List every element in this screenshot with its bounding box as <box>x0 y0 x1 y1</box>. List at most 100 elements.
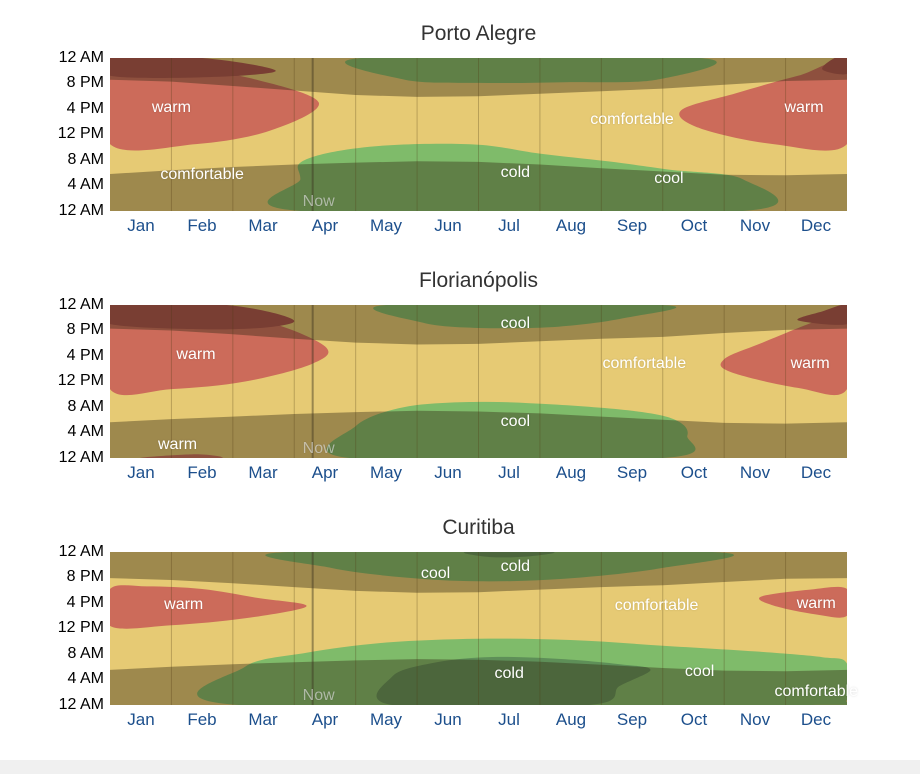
cold-zone <box>376 656 651 705</box>
x-tick-label: Feb <box>187 463 217 482</box>
footer-bar <box>0 760 920 774</box>
x-tick-label: Sep <box>616 216 648 235</box>
heatmap-svg <box>110 552 847 705</box>
y-tick-label: 4 PM <box>66 347 104 364</box>
night-shade-evening <box>110 552 847 593</box>
x-tick-label: Nov <box>739 216 771 235</box>
y-tick-label: 4 AM <box>67 176 104 193</box>
region-label-cool: cool <box>500 413 531 431</box>
x-tick-label: Apr <box>311 710 339 729</box>
x-tick-label: Jan <box>127 710 155 729</box>
y-tick-label: 12 PM <box>57 619 104 636</box>
now-marker-label: Now <box>302 440 335 458</box>
x-tick-label: Mar <box>248 216 278 235</box>
cool-zone <box>265 552 734 582</box>
heatmap-svg <box>110 58 847 211</box>
x-tick-label: Jun <box>434 216 462 235</box>
region-label-warm: warm <box>796 594 836 612</box>
chart-title: Florianópolis <box>418 269 539 292</box>
region-label-cold: cold <box>494 665 524 683</box>
y-tick-label: 12 AM <box>58 49 104 66</box>
region-label-warm: warm <box>790 354 830 372</box>
y-tick-label: 12 PM <box>57 372 104 389</box>
y-tick-label: 12 AM <box>58 296 104 313</box>
hot-zone <box>797 305 847 325</box>
warm-zone <box>110 585 307 629</box>
region-label-warm: warm <box>784 98 824 116</box>
warm-zone <box>759 586 847 618</box>
hot-zone <box>822 58 847 75</box>
cool-zone <box>326 401 696 458</box>
y-tick-label: 4 PM <box>66 594 104 611</box>
night-shade-morning <box>110 410 847 458</box>
x-tick-label: Oct <box>680 463 708 482</box>
region-label-warm: warm <box>157 436 198 454</box>
region-label-cold: cold <box>500 557 531 575</box>
y-tick-label: 12 AM <box>58 202 104 219</box>
night-shade-evening <box>110 305 847 345</box>
warm-zone <box>679 60 847 151</box>
y-tick-label: 4 AM <box>67 670 104 687</box>
cool-zone <box>345 58 717 84</box>
region-label-comfortable: comfortable <box>160 166 244 184</box>
region-label-cool: cool <box>500 315 531 333</box>
x-tick-label: Feb <box>187 216 217 235</box>
chart-title: Porto Alegre <box>420 22 537 45</box>
y-tick-label: 8 PM <box>66 74 104 91</box>
y-tick-label: 12 AM <box>58 543 104 560</box>
x-tick-label: Jul <box>498 710 520 729</box>
night-shade-evening <box>110 58 847 97</box>
x-tick-label: Jun <box>434 710 462 729</box>
region-label-cool: cool <box>654 170 684 188</box>
region-label-comfortable: comfortable <box>590 110 674 128</box>
y-tick-label: 12 PM <box>57 125 104 142</box>
region-label-warm: warm <box>164 595 204 613</box>
heatmap-plot[interactable]: warm cool cold comfortable warm cold cool comfo… <box>110 552 858 705</box>
region-label-cool: cool <box>420 565 451 583</box>
y-tick-label: 8 AM <box>67 398 104 415</box>
heatmap-plot[interactable]: warm comfortable cold cool comfortable warm No… <box>110 58 847 211</box>
x-tick-label: Apr <box>311 216 339 235</box>
x-tick-label: Mar <box>248 710 278 729</box>
y-tick-label: 8 PM <box>66 568 104 585</box>
x-tick-label: Nov <box>739 463 771 482</box>
x-tick-label: Sep <box>616 710 648 729</box>
x-tick-label: Aug <box>555 710 587 729</box>
region-label-warm: warm <box>151 98 191 116</box>
x-tick-label: Jul <box>498 463 520 482</box>
y-tick-label: 4 PM <box>66 100 104 117</box>
now-marker-label: Now <box>302 687 335 705</box>
chart-panel: Curitiba warm cool cold comfortable warm cold… <box>0 514 920 754</box>
y-tick-label: 4 AM <box>67 423 104 440</box>
x-tick-label: Dec <box>800 216 832 235</box>
night-shade-morning <box>110 659 847 705</box>
x-tick-label: Jan <box>127 216 155 235</box>
x-tick-label: Jan <box>127 463 155 482</box>
x-tick-label: Feb <box>187 710 217 729</box>
warm-zone <box>110 59 319 151</box>
region-label-comfortable: comfortable <box>614 597 699 615</box>
y-tick-label: 8 AM <box>67 151 104 168</box>
heatmap-plot[interactable]: warm cool comfortable warm cool warm Now <box>110 305 847 458</box>
warm-zone <box>720 307 847 396</box>
x-tick-label: May <box>369 463 403 482</box>
hot-zone <box>110 305 295 330</box>
x-tick-label: Dec <box>800 710 832 729</box>
x-tick-label: Oct <box>680 216 708 235</box>
cool-zone <box>373 305 677 329</box>
chart-panel: Porto Alegre warm comfortable cold cool comf… <box>0 20 920 260</box>
x-tick-label: Nov <box>739 710 771 729</box>
y-tick-label: 8 PM <box>66 321 104 338</box>
x-tick-label: Apr <box>311 463 339 482</box>
heatmap-svg <box>110 305 847 458</box>
cool-zone <box>267 143 779 211</box>
x-tick-label: May <box>369 216 403 235</box>
x-tick-label: Dec <box>800 463 832 482</box>
warm-zone <box>140 454 223 458</box>
now-marker-label: Now <box>302 193 335 211</box>
chart-title: Curitiba <box>442 516 515 539</box>
region-label-warm: warm <box>176 345 216 363</box>
region-label-cold: cold <box>500 163 531 181</box>
night-shade-morning <box>110 161 847 211</box>
x-tick-label: May <box>369 710 403 729</box>
